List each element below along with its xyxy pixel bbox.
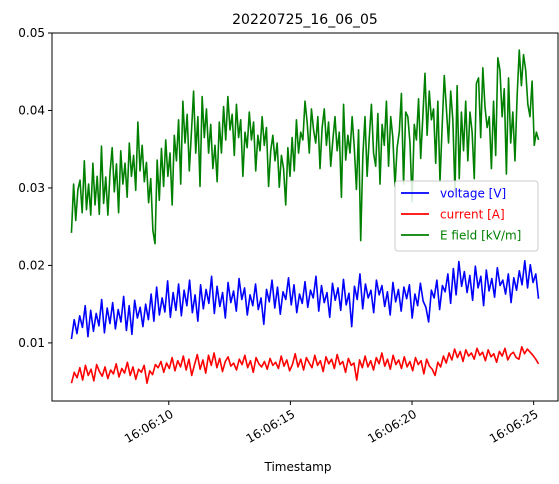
y-tick-label: 0.01 (18, 336, 45, 350)
chart-title: 20220725_16_06_05 (232, 12, 378, 28)
y-axis: 0.01 0.02 0.03 0.04 0.05 (18, 26, 52, 350)
y-tick-label: 0.05 (18, 26, 45, 40)
legend: voltage [V] current [A] E field [kV/m] (394, 180, 539, 252)
y-tick-label: 0.04 (18, 103, 45, 117)
y-tick-label: 0.03 (18, 181, 45, 195)
legend-label: current [A] (440, 208, 505, 222)
series-line-0 (70, 259, 540, 340)
x-axis-label: Timestamp (264, 460, 332, 474)
y-tick-label: 0.02 (18, 258, 45, 272)
series-line-1 (70, 345, 540, 384)
legend-label: voltage [V] (440, 187, 506, 201)
series-line-2 (70, 49, 540, 245)
legend-label: E field [kV/m] (440, 229, 521, 243)
